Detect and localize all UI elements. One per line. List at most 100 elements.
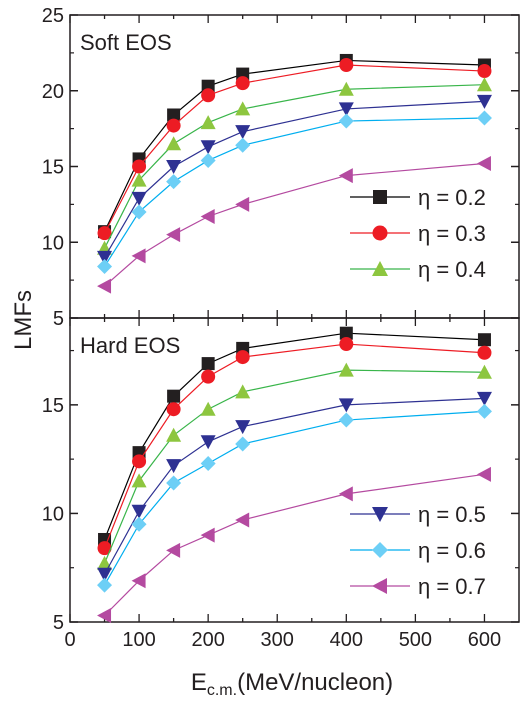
panels: 5 10 15 20 25 Soft EOS η = 0.2 η = 0.3 η = 0.4 5 1… xyxy=(42,5,520,634)
panel-2: 5 10 15 Hard EOS η = 0.5 η = 0.6 η = 0.7 xyxy=(42,317,520,634)
legend-label: η = 0.2 xyxy=(418,185,486,210)
data-point xyxy=(200,140,216,155)
y-tick-label: 5 xyxy=(53,308,64,330)
data-point xyxy=(97,541,112,556)
data-point xyxy=(339,326,353,340)
x-tick-labels: 0 100 200 300 400 500 600 xyxy=(64,629,501,651)
data-point xyxy=(200,455,216,471)
series-1 xyxy=(98,326,491,546)
legend-marker xyxy=(372,225,388,241)
legend-marker xyxy=(372,542,388,558)
legend-label: η = 0.3 xyxy=(418,221,486,246)
data-point xyxy=(477,345,492,360)
data-point xyxy=(166,160,182,174)
data-point xyxy=(132,159,147,174)
data-point xyxy=(97,278,112,294)
data-point xyxy=(97,226,112,241)
data-point xyxy=(131,191,147,206)
data-point xyxy=(167,108,181,122)
series-3 xyxy=(97,362,492,570)
x-tick-label: 100 xyxy=(122,629,155,651)
legend-label: η = 0.6 xyxy=(418,538,486,563)
x-tick-label: 600 xyxy=(468,629,501,651)
data-point xyxy=(131,573,146,589)
data-point xyxy=(201,369,216,384)
y-tick-label: 20 xyxy=(42,81,64,103)
x-tick-label: 300 xyxy=(261,629,294,651)
x-tick-label: 200 xyxy=(191,629,224,651)
y-tick-label: 25 xyxy=(42,5,64,27)
y-tick-label: 15 xyxy=(42,395,64,417)
data-point xyxy=(166,459,182,474)
data-point xyxy=(167,389,181,403)
data-point xyxy=(235,436,251,452)
legend-marker xyxy=(372,507,388,522)
data-point xyxy=(476,155,491,171)
data-point xyxy=(339,337,354,352)
panel-1: 5 10 15 20 25 Soft EOS η = 0.2 η = 0.3 η = 0.4 xyxy=(42,5,520,330)
panel-title: Soft EOS xyxy=(80,30,172,55)
y-tick-label: 10 xyxy=(42,232,64,254)
legend-label: η = 0.4 xyxy=(418,257,486,282)
data-point xyxy=(338,362,354,377)
x-tick-label: 400 xyxy=(330,629,363,651)
data-point xyxy=(477,333,491,347)
series-line xyxy=(103,369,485,564)
data-point xyxy=(201,88,216,103)
data-point xyxy=(166,475,182,491)
data-point xyxy=(235,196,250,212)
data-point xyxy=(200,435,216,450)
series-3 xyxy=(97,77,492,255)
data-point xyxy=(476,77,492,92)
data-point xyxy=(166,402,181,417)
data-point xyxy=(201,357,215,371)
legend: η = 0.2 η = 0.3 η = 0.4 xyxy=(350,185,486,282)
series-6 xyxy=(97,155,491,294)
series-2 xyxy=(97,337,492,556)
data-point xyxy=(200,208,215,224)
y-tick-label: 15 xyxy=(42,157,64,179)
data-point xyxy=(338,113,354,129)
y-tick-label: 10 xyxy=(42,503,64,525)
panel-title: Hard EOS xyxy=(80,333,180,358)
x-tick-label: 500 xyxy=(399,629,432,651)
panel-frame xyxy=(69,317,520,623)
data-point xyxy=(338,398,354,413)
data-point xyxy=(131,473,147,488)
series-5 xyxy=(97,403,492,593)
data-point xyxy=(235,101,251,116)
data-point xyxy=(200,115,216,130)
series-5 xyxy=(97,110,492,274)
series-2 xyxy=(97,57,492,241)
series-4 xyxy=(97,94,492,265)
data-point xyxy=(166,118,181,133)
legend-label: η = 0.5 xyxy=(418,502,486,527)
data-point xyxy=(200,152,216,168)
data-point xyxy=(200,527,215,543)
data-point xyxy=(235,420,251,435)
data-point xyxy=(166,542,181,558)
data-point xyxy=(235,125,251,140)
data-point xyxy=(97,258,113,274)
data-point xyxy=(339,57,354,72)
data-point xyxy=(235,76,250,91)
data-point xyxy=(235,350,250,365)
data-point xyxy=(235,512,250,528)
y-axis-label: LMFs xyxy=(10,290,37,350)
series-4 xyxy=(97,391,492,582)
data-point xyxy=(97,567,113,582)
legend-marker xyxy=(372,261,388,276)
y-tick-label: 5 xyxy=(53,612,64,634)
data-point xyxy=(97,607,112,623)
data-point xyxy=(476,94,492,109)
data-point xyxy=(97,577,113,593)
data-point xyxy=(131,516,147,532)
data-point xyxy=(131,248,146,264)
data-point xyxy=(166,427,182,442)
data-point xyxy=(166,174,182,190)
data-point xyxy=(166,227,181,243)
data-point xyxy=(476,110,492,126)
data-point xyxy=(235,137,251,153)
data-point xyxy=(476,466,491,482)
